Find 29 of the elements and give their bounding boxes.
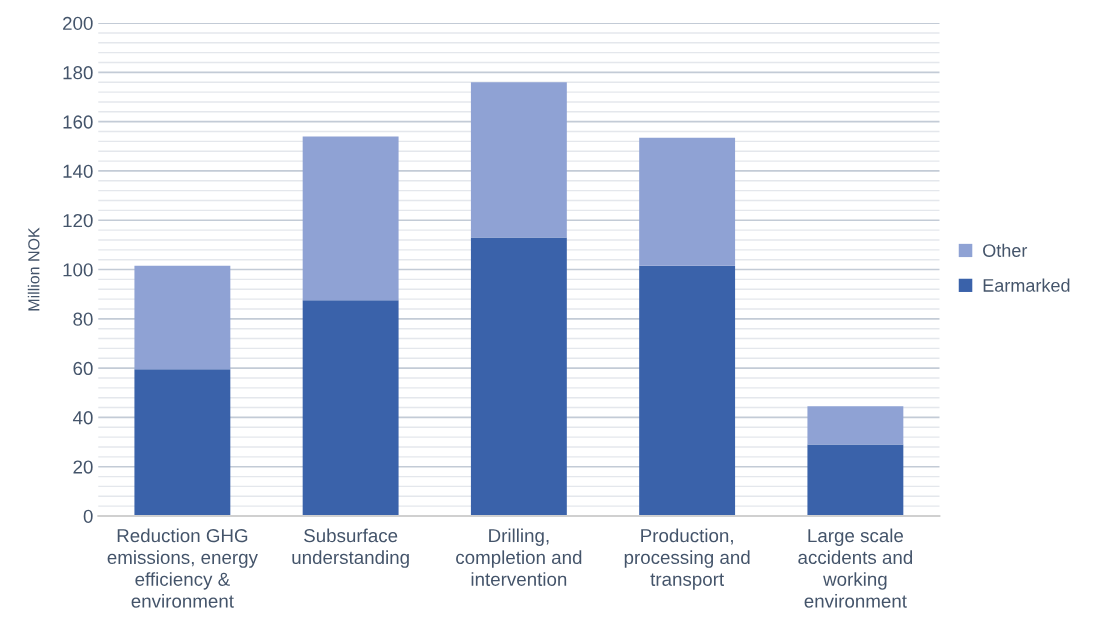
- bar: [807, 406, 904, 445]
- y-tick-label: 20: [73, 460, 93, 474]
- y-tick-label: 140: [63, 164, 93, 178]
- y-tick-label: 200: [63, 16, 93, 31]
- y-tick-label: 0: [83, 509, 93, 523]
- x-tick-label: Subsurface understanding: [292, 528, 409, 568]
- x-tick-label: Large scale accidents and working environment: [798, 528, 913, 608]
- y-tick-label: 120: [63, 213, 93, 228]
- bar: [302, 136, 399, 301]
- x-tick-label: Reduction GHG emissions, energy efficiency & environment: [107, 528, 258, 608]
- y-tick-label: 60: [73, 361, 93, 376]
- bar: [302, 300, 399, 517]
- y-tick-label: 40: [72, 411, 93, 425]
- x-tick-label: Production, processing and transport: [624, 528, 750, 590]
- bar: [807, 444, 904, 517]
- y-tick-label: 160: [63, 115, 93, 129]
- bar: [470, 237, 567, 517]
- y-tick-label: 80: [73, 312, 93, 326]
- bar: [639, 137, 736, 266]
- x-tick-label: Drilling, completion and intervention: [456, 528, 582, 586]
- bar: [639, 265, 736, 517]
- y-tick-label: 180: [63, 66, 93, 80]
- legend-label: Other: [983, 243, 1028, 257]
- y-axis-title: Million NOK: [27, 227, 40, 311]
- legend-label: Earmarked: [983, 278, 1070, 292]
- bar: [470, 82, 567, 238]
- y-tick-label: 100: [63, 263, 93, 277]
- bar: [134, 265, 231, 370]
- bar: [134, 369, 231, 517]
